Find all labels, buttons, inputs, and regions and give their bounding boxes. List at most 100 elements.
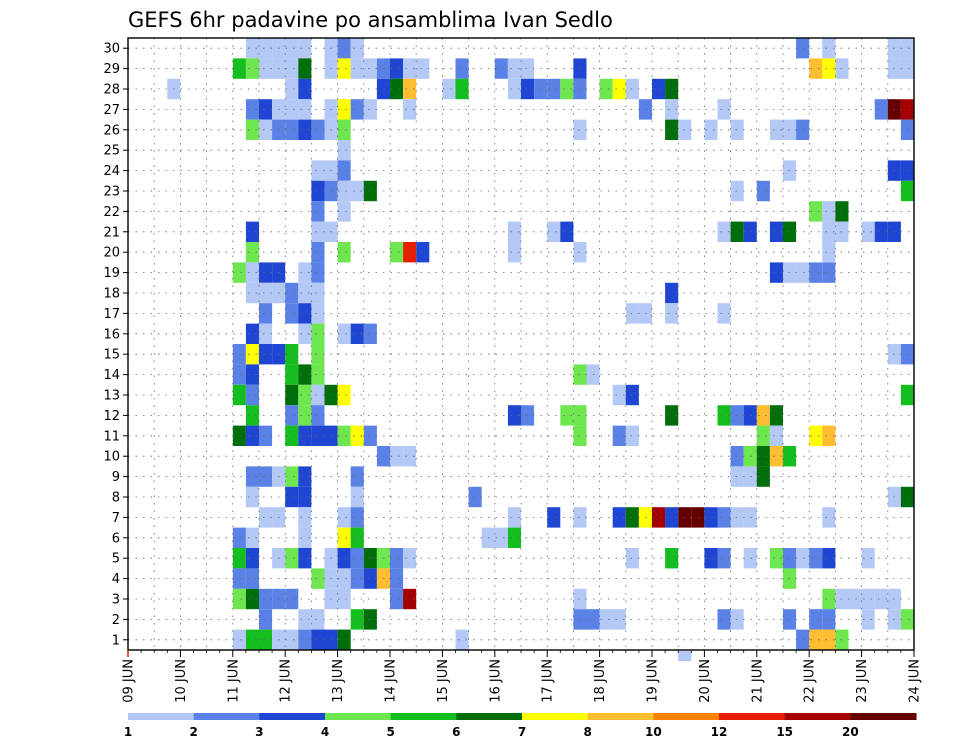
precip-cell <box>311 282 325 304</box>
precip-cell <box>665 548 679 569</box>
precip-cell <box>350 548 364 569</box>
precip-cell <box>521 78 535 100</box>
precip-cell <box>390 242 404 263</box>
precip-cell <box>285 303 299 324</box>
precip-cell <box>573 58 587 79</box>
precip-cell <box>494 527 508 548</box>
y-tick-label: 12 <box>103 409 120 424</box>
precip-cell <box>455 78 469 100</box>
y-tick-label: 30 <box>103 42 120 57</box>
precip-cell <box>678 507 692 528</box>
precip-cell <box>874 221 888 242</box>
precip-cell <box>769 548 783 569</box>
legend-swatch <box>784 713 851 720</box>
precip-cell <box>259 344 273 365</box>
precip-cell <box>245 629 259 650</box>
precip-cell <box>285 38 299 59</box>
precip-cell <box>756 446 770 467</box>
precip-cell <box>350 99 364 120</box>
precip-cell <box>743 507 757 528</box>
precip-cell <box>298 99 312 120</box>
precip-cell <box>900 119 914 140</box>
precip-cell <box>769 262 783 283</box>
precip-cell <box>245 466 259 487</box>
y-tick-label: 18 <box>103 287 120 302</box>
precip-cell <box>521 58 535 79</box>
precip-cell <box>245 425 259 446</box>
precip-cell <box>259 323 273 344</box>
precip-cell <box>783 160 797 181</box>
precip-cell <box>573 242 587 263</box>
precip-cell <box>232 629 246 650</box>
precip-cell <box>245 405 259 426</box>
precip-cell <box>403 446 417 467</box>
precip-cell <box>730 446 744 467</box>
x-tick-label: 15 JUN <box>436 659 451 703</box>
precip-cell <box>796 548 810 569</box>
precip-cell <box>350 38 364 59</box>
precip-cell <box>285 425 299 446</box>
precip-cell <box>822 221 836 242</box>
precip-cell <box>625 303 639 324</box>
precip-cell <box>363 323 377 344</box>
precip-cell <box>350 323 364 344</box>
precip-cell <box>245 282 259 304</box>
precip-cell <box>311 303 325 324</box>
precip-cell <box>337 58 351 79</box>
precip-cell <box>311 242 325 263</box>
precip-cell <box>311 425 325 446</box>
precip-cell <box>298 58 312 79</box>
precip-cell <box>573 78 587 100</box>
precip-cell <box>285 364 299 385</box>
precip-cell <box>573 425 587 446</box>
precip-cell <box>285 99 299 120</box>
precip-cell <box>612 384 626 406</box>
legend-threshold-label: 15 <box>776 725 793 739</box>
precip-cell <box>900 486 914 508</box>
precip-cell <box>285 548 299 569</box>
precip-cell <box>665 78 679 100</box>
precip-cell <box>612 507 626 528</box>
y-tick-label: 6 <box>112 531 120 546</box>
precip-cell <box>298 527 312 548</box>
precip-cell <box>298 38 312 59</box>
precip-cell <box>350 180 364 202</box>
precip-cell <box>259 262 273 283</box>
legend-threshold-label: 3 <box>255 725 263 739</box>
precip-cell <box>625 384 639 406</box>
precip-cell <box>874 588 888 610</box>
precip-cell <box>363 548 377 569</box>
precip-cell <box>665 303 679 324</box>
precip-cell <box>809 425 823 446</box>
x-tick-label: 11 JUN <box>226 659 241 703</box>
precip-cell <box>285 588 299 610</box>
precip-cell <box>350 609 364 630</box>
precip-cell <box>298 323 312 344</box>
precip-cell <box>809 58 823 79</box>
precip-cell <box>311 221 325 242</box>
precip-cell <box>311 568 325 589</box>
y-tick-label: 3 <box>112 593 120 608</box>
precip-cell <box>390 548 404 569</box>
y-tick-label: 4 <box>112 572 120 587</box>
precip-cell <box>704 507 718 528</box>
x-tick-label: 18 JUN <box>593 659 608 703</box>
precip-cell <box>285 78 299 100</box>
precip-cell <box>245 58 259 79</box>
precip-cell <box>455 58 469 79</box>
precip-cell <box>822 507 836 528</box>
precip-cell <box>900 180 914 202</box>
x-tick-label: 16 JUN <box>488 659 503 703</box>
precip-cell <box>822 548 836 569</box>
precip-cell <box>298 466 312 487</box>
precip-cell <box>783 262 797 283</box>
x-axis: 09 JUN 10 JUN 11 JUN 12 JUN 13 JUN 14 JUN 15 J… <box>122 650 923 703</box>
precip-cell <box>259 58 273 79</box>
y-tick-label: 23 <box>103 185 120 200</box>
precip-cell <box>599 78 613 100</box>
precip-cell <box>245 262 259 283</box>
precip-cell <box>874 99 888 120</box>
legend-swatch <box>390 713 457 720</box>
precip-cell <box>665 405 679 426</box>
precip-cell <box>337 99 351 120</box>
